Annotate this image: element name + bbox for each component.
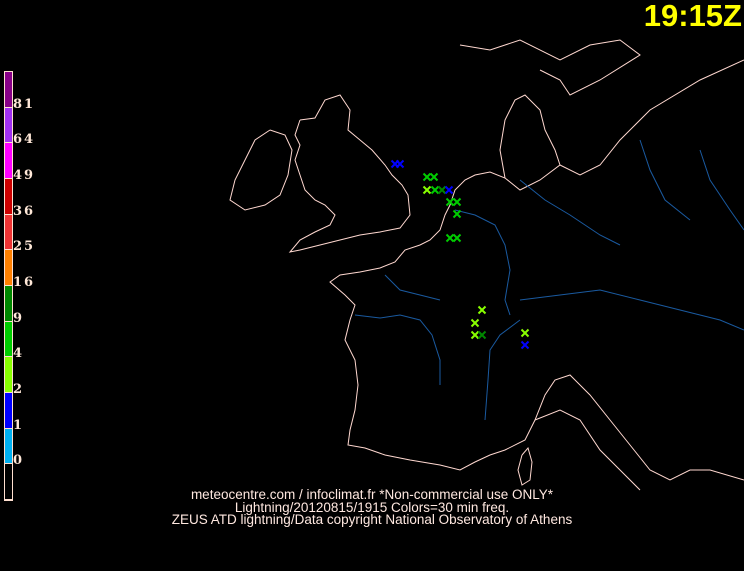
legend-swatch [5, 393, 12, 429]
legend-swatch [5, 286, 12, 322]
legend-label: 36 [13, 203, 36, 219]
river-danube [519, 289, 744, 331]
credit-line-product: Lightning/20120815/1915 Colors=30 min fr… [234, 499, 510, 515]
lightning-strike-marker [395, 159, 405, 169]
legend-swatch [5, 464, 12, 500]
legend-label: 4 [13, 346, 25, 362]
lightning-strike-marker [445, 197, 455, 207]
lightning-strikes [390, 159, 530, 350]
coast-scandinavia [459, 39, 641, 96]
lightning-strike-marker [452, 233, 462, 243]
strike-count-legend [4, 71, 13, 501]
lightning-strike-marker [452, 197, 462, 207]
time-label: 19:15Z [643, 0, 742, 33]
river-oder [639, 139, 691, 221]
coast-denmark [499, 94, 561, 179]
legend-label: 1 [13, 417, 25, 433]
lightning-strike-marker [477, 305, 487, 315]
river-rhine [454, 209, 511, 316]
legend-label: 16 [13, 275, 36, 290]
river-elbe [519, 179, 621, 246]
legend-swatch [5, 214, 12, 251]
legend-swatch [5, 321, 12, 358]
legend-label: 9 [13, 310, 25, 326]
legend-swatch [5, 250, 12, 286]
legend-swatch [5, 107, 12, 144]
lightning-strike-marker [429, 172, 439, 182]
legend-swatch [5, 428, 12, 465]
coast-italy [534, 409, 641, 491]
rivers [354, 139, 744, 421]
legend-label: 0 [13, 453, 25, 469]
legend-swatch [5, 179, 12, 215]
river-vistula [699, 149, 744, 231]
lightning-strike-marker [437, 185, 447, 195]
coast-corsica [517, 446, 533, 486]
legend-label: 2 [13, 382, 25, 397]
legend-swatch [5, 357, 12, 393]
legend-swatch [5, 72, 12, 108]
lightning-strike-marker [445, 233, 455, 243]
credits: meteocentre.com / infoclimat.fr *Non-com… [0, 487, 744, 527]
lightning-strike-marker [470, 318, 480, 328]
legend-label: 81 [13, 96, 36, 112]
credit-line-source: meteocentre.com / infoclimat.fr *Non-com… [190, 487, 554, 502]
credit-line-copyright: ZEUS ATD lightning/Data copyright Nation… [171, 512, 573, 527]
coast-great-britain [288, 94, 411, 253]
lightning-strike-marker [477, 330, 487, 340]
lightning-strike-marker [452, 209, 462, 219]
lightning-strike-marker [422, 185, 432, 195]
river-seine [384, 274, 441, 301]
legend-label: 64 [13, 132, 36, 148]
lightning-strike-marker [520, 328, 530, 338]
lightning-strike-marker [520, 340, 530, 350]
legend-label: 25 [13, 239, 36, 255]
lightning-strike-marker [444, 185, 454, 195]
lightning-strike-marker [422, 172, 432, 182]
legend-label: 49 [13, 168, 36, 183]
lightning-strike-marker [470, 330, 480, 340]
river-rhone [484, 319, 521, 421]
coastlines [229, 39, 744, 491]
coast-continent [329, 59, 744, 481]
legend-swatch [5, 143, 12, 179]
river-loire [354, 314, 441, 385]
coast-ireland [229, 129, 293, 211]
lightning-strike-marker [430, 185, 440, 195]
